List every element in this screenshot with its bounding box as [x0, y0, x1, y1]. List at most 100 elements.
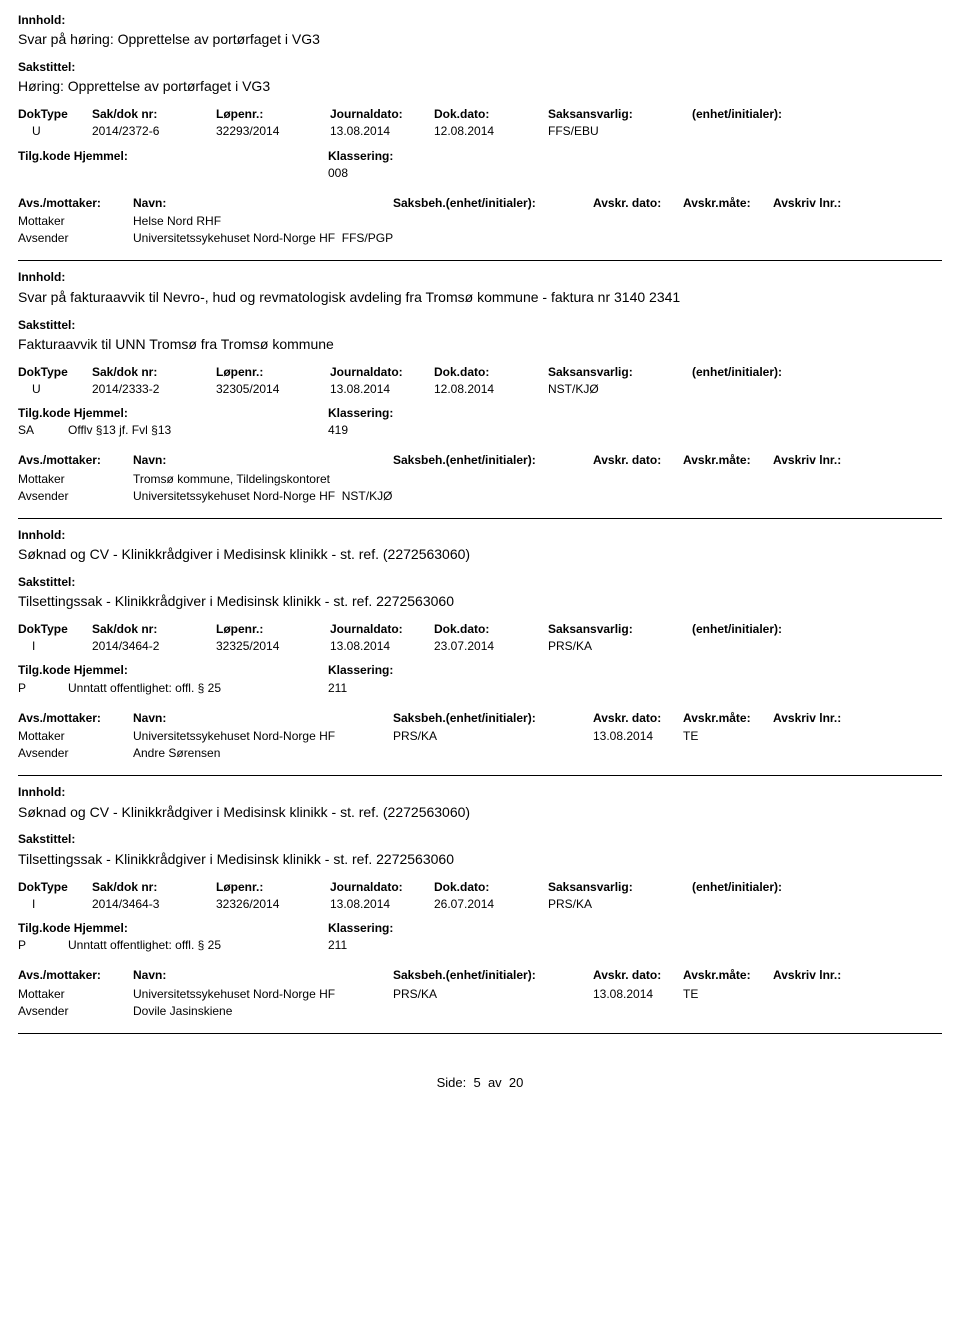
saksbeh-header: Saksbeh.(enhet/initialer):: [393, 452, 593, 468]
tilgkode-value: P: [18, 680, 68, 696]
saksansvarlig-value: FFS/EBU: [548, 123, 688, 139]
saksbeh-header: Saksbeh.(enhet/initialer):: [393, 710, 593, 726]
tilg-klass-header: Tilg.kode Hjemmel: Klassering:: [18, 148, 942, 164]
innhold-label: Innhold:: [18, 12, 942, 28]
dokdato-header: Dok.dato:: [434, 106, 544, 122]
mottaker-avskr-dato: [593, 213, 683, 229]
journaldato-value: 13.08.2014: [330, 638, 430, 654]
meta-value-row: I 2014/3464-3 32326/2014 13.08.2014 26.0…: [18, 896, 942, 912]
enhet-init-header: (enhet/initialer):: [692, 364, 862, 380]
mottaker-name: Tromsø kommune, Tildelingskontoret: [133, 471, 393, 487]
klassering-value: 211: [328, 680, 942, 696]
journaldato-header: Journaldato:: [330, 879, 430, 895]
enhet-init-header: (enhet/initialer):: [692, 879, 862, 895]
mottaker-name: Universitetssykehuset Nord-Norge HF: [133, 728, 393, 744]
mottaker-row: Mottaker Universitetssykehuset Nord-Norg…: [18, 728, 942, 744]
journaldato-value: 13.08.2014: [330, 381, 430, 397]
lopenr-value: 32325/2014: [216, 638, 326, 654]
avsender-role: Avsender: [18, 1003, 133, 1019]
mottaker-avskr-dato: 13.08.2014: [593, 986, 683, 1002]
dokdato-header: Dok.dato:: [434, 621, 544, 637]
lopenr-value: 32293/2014: [216, 123, 326, 139]
dokdato-value: 12.08.2014: [434, 381, 544, 397]
journaldato-header: Journaldato:: [330, 106, 430, 122]
doktype-header: DokType: [18, 879, 88, 895]
doktype-header: DokType: [18, 364, 88, 380]
avskriv-lnr-header: Avskriv lnr.:: [773, 195, 873, 211]
sakdok-value: 2014/2333-2: [92, 381, 212, 397]
lopenr-value: 32305/2014: [216, 381, 326, 397]
klassering-label: Klassering:: [328, 920, 942, 936]
content-text: Svar på høring: Opprettelse av portørfag…: [18, 30, 942, 49]
record-divider: [18, 518, 942, 519]
saksansvarlig-header: Saksansvarlig:: [548, 364, 688, 380]
doktype-value: I: [18, 638, 88, 654]
mottaker-role: Mottaker: [18, 728, 133, 744]
sakdok-header: Sak/dok nr:: [92, 879, 212, 895]
lopenr-header: Løpenr.:: [216, 106, 326, 122]
meta-value-row: I 2014/3464-2 32325/2014 13.08.2014 23.0…: [18, 638, 942, 654]
avsender-role: Avsender: [18, 230, 133, 246]
klassering-value: 008: [328, 165, 942, 181]
navn-header: Navn:: [133, 967, 393, 983]
avs-mottaker-header: Avs./mottaker:: [18, 967, 133, 983]
sakstittel-label: Sakstittel:: [18, 59, 942, 75]
avskr-dato-header: Avskr. dato:: [593, 452, 683, 468]
dokdato-header: Dok.dato:: [434, 879, 544, 895]
navn-header: Navn:: [133, 195, 393, 211]
navn-header: Navn:: [133, 452, 393, 468]
avsender-row: Avsender Universitetssykehuset Nord-Norg…: [18, 230, 942, 246]
enhet-init-header: (enhet/initialer):: [692, 106, 862, 122]
journal-record: Innhold: Svar på høring: Opprettelse av …: [18, 12, 942, 261]
mottaker-name: Universitetssykehuset Nord-Norge HF: [133, 986, 393, 1002]
case-title-text: Høring: Opprettelse av portørfaget i VG3: [18, 77, 942, 96]
avskriv-lnr-header: Avskriv lnr.:: [773, 967, 873, 983]
avsender-role: Avsender: [18, 488, 133, 504]
dokdato-header: Dok.dato:: [434, 364, 544, 380]
lopenr-header: Løpenr.:: [216, 364, 326, 380]
party-header-row: Avs./mottaker: Navn: Saksbeh.(enhet/init…: [18, 195, 942, 211]
journaldato-header: Journaldato:: [330, 621, 430, 637]
innhold-label: Innhold:: [18, 269, 942, 285]
saksansvarlig-header: Saksansvarlig:: [548, 621, 688, 637]
klassering-label: Klassering:: [328, 148, 942, 164]
doktype-value: U: [18, 381, 88, 397]
avsender-name-code: Universitetssykehuset Nord-Norge HF FFS/…: [133, 230, 942, 246]
footer-side-label: Side:: [437, 1075, 467, 1090]
mottaker-avskr-mate: TE: [683, 986, 773, 1002]
hjemmel-value: Offlv §13 jf. Fvl §13: [68, 422, 328, 438]
hjemmel-value: [68, 165, 328, 181]
innhold-label: Innhold:: [18, 527, 942, 543]
lopenr-header: Løpenr.:: [216, 621, 326, 637]
tilg-klass-values: P Unntatt offentlighet: offl. § 25 211: [18, 680, 942, 696]
mottaker-role: Mottaker: [18, 986, 133, 1002]
klassering-label: Klassering:: [328, 405, 942, 421]
tilg-klass-values: 008: [18, 165, 942, 181]
avskriv-lnr-header: Avskriv lnr.:: [773, 452, 873, 468]
tilgkode-value: P: [18, 937, 68, 953]
meta-value-row: U 2014/2372-6 32293/2014 13.08.2014 12.0…: [18, 123, 942, 139]
mottaker-saksbeh: [393, 213, 593, 229]
tilgkode-hjemmel-label: Tilg.kode Hjemmel:: [18, 920, 328, 936]
tilg-klass-values: P Unntatt offentlighet: offl. § 25 211: [18, 937, 942, 953]
saksansvarlig-value: PRS/KA: [548, 638, 688, 654]
avskr-dato-header: Avskr. dato:: [593, 710, 683, 726]
content-text: Svar på fakturaavvik til Nevro-, hud og …: [18, 288, 942, 307]
sakdok-value: 2014/3464-2: [92, 638, 212, 654]
footer-av-label: av: [488, 1075, 502, 1090]
case-title-text: Tilsettingssak - Klinikkrådgiver i Medis…: [18, 592, 942, 611]
tilgkode-value: SA: [18, 422, 68, 438]
meta-header-row: DokType Sak/dok nr: Løpenr.: Journaldato…: [18, 879, 942, 895]
mottaker-avskr-mate: TE: [683, 728, 773, 744]
klassering-value: 211: [328, 937, 942, 953]
case-title-text: Fakturaavvik til UNN Tromsø fra Tromsø k…: [18, 335, 942, 354]
dokdato-value: 23.07.2014: [434, 638, 544, 654]
meta-header-row: DokType Sak/dok nr: Løpenr.: Journaldato…: [18, 621, 942, 637]
mottaker-role: Mottaker: [18, 471, 133, 487]
journal-record: Innhold: Søknad og CV - Klinikkrådgiver …: [18, 784, 942, 1033]
navn-header: Navn:: [133, 710, 393, 726]
doktype-value: I: [18, 896, 88, 912]
sakdok-value: 2014/3464-3: [92, 896, 212, 912]
mottaker-role: Mottaker: [18, 213, 133, 229]
tilgkode-hjemmel-label: Tilg.kode Hjemmel:: [18, 405, 328, 421]
